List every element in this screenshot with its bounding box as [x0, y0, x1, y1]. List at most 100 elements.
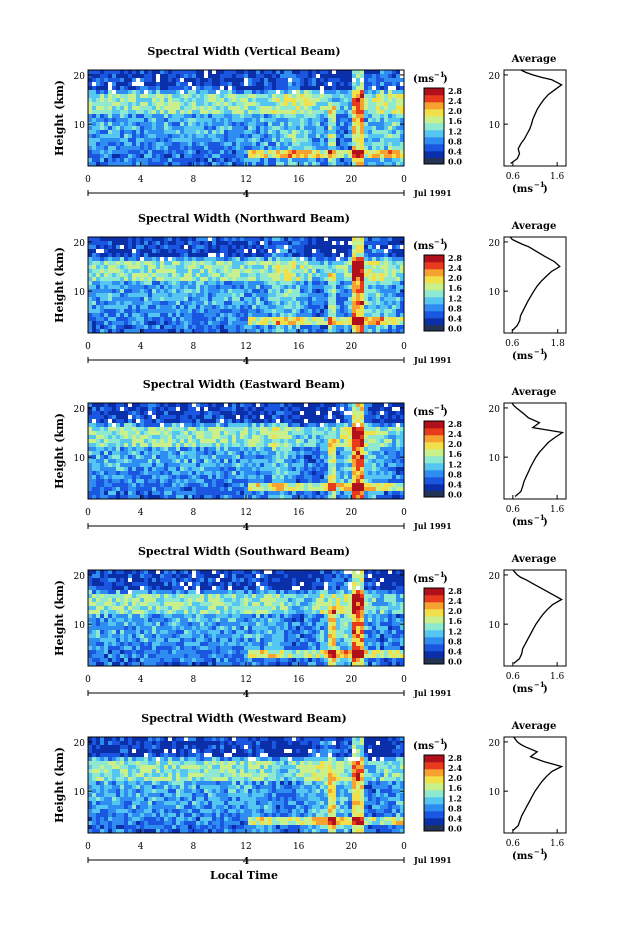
heatmap-cell — [348, 158, 353, 163]
heatmap-cell — [92, 70, 97, 75]
heatmap-cell — [340, 130, 345, 135]
heatmap-cell — [152, 435, 157, 440]
heatmap-cell — [104, 415, 109, 420]
heatmap-cell — [396, 162, 401, 167]
heatmap-cell — [240, 82, 245, 87]
heatmap-cell — [344, 245, 349, 250]
heatmap-cell — [288, 309, 293, 314]
heatmap-cell — [372, 451, 377, 456]
heatmap-cell — [328, 431, 333, 436]
heatmap-cell — [392, 86, 397, 91]
heatmap-cell — [144, 265, 149, 270]
heatmap-cell — [344, 162, 349, 167]
heatmap-cell — [388, 309, 393, 314]
heatmap-cell — [396, 273, 401, 278]
heatmap-cell — [364, 134, 369, 139]
heatmap-cell — [308, 118, 313, 123]
heatmap-cell — [172, 98, 177, 103]
heatmap-cell — [308, 411, 313, 416]
heatmap-cell — [340, 150, 345, 155]
heatmap-cell — [148, 269, 153, 274]
heatmap-cell — [360, 261, 365, 266]
heatmap-cell — [156, 138, 161, 143]
heatmap-cell — [204, 313, 209, 318]
heatmap-cell — [320, 253, 325, 258]
colorbar-tick-label: 1.6 — [448, 116, 462, 126]
heatmap-cell — [152, 285, 157, 290]
heatmap-cell — [236, 285, 241, 290]
heatmap-cell — [124, 301, 129, 306]
heatmap-cell — [308, 122, 313, 127]
heatmap-cell — [108, 317, 113, 322]
heatmap-cell — [308, 423, 313, 428]
heatmap-cell — [148, 285, 153, 290]
heatmap-cell — [316, 317, 321, 322]
heatmap-cell — [252, 82, 257, 87]
heatmap-cell — [96, 134, 101, 139]
heatmap-cell — [116, 249, 121, 254]
heatmap-cell — [312, 150, 317, 155]
heatmap-cell — [220, 86, 225, 91]
heatmap-cell — [356, 237, 361, 242]
heatmap-cell — [88, 241, 93, 246]
heatmap-cell — [208, 126, 213, 131]
heatmap-cell — [356, 74, 361, 79]
heatmap-cell — [216, 285, 221, 290]
heatmap-cell — [352, 411, 357, 416]
heatmap-cell — [364, 277, 369, 282]
heatmap-cell — [120, 313, 125, 318]
heatmap-cell — [184, 325, 189, 330]
heatmap-cell — [380, 126, 385, 131]
heatmap-cell — [268, 439, 273, 444]
heatmap-cell — [148, 154, 153, 159]
heatmap-cell — [192, 301, 197, 306]
heatmap-cell — [116, 427, 121, 432]
heatmap-cell — [352, 403, 357, 408]
heatmap-cell — [112, 122, 117, 127]
heatmap-cell — [172, 419, 177, 424]
heatmap-cell — [360, 82, 365, 87]
heatmap-cell — [204, 411, 209, 416]
heatmap-cell — [300, 122, 305, 127]
heatmap-cell — [368, 86, 373, 91]
heatmap-cell — [144, 241, 149, 246]
heatmap-cell — [284, 427, 289, 432]
heatmap-cell — [108, 269, 113, 274]
heatmap-cell — [356, 94, 361, 99]
heatmap-cell — [128, 90, 133, 95]
heatmap-cell — [376, 94, 381, 99]
heatmap-cell — [232, 277, 237, 282]
heatmap-cell — [316, 329, 321, 334]
heatmap-cell — [108, 74, 113, 79]
heatmap-cell — [136, 301, 141, 306]
heatmap-cell — [228, 321, 233, 326]
heatmap-cell — [168, 106, 173, 111]
heatmap-cell — [232, 78, 237, 83]
heatmap-cell — [148, 289, 153, 294]
heatmap-cell — [360, 122, 365, 127]
heatmap-cell — [388, 78, 393, 83]
heatmap-cell — [312, 273, 317, 278]
heatmap-cell — [332, 415, 337, 420]
heatmap-cell — [324, 435, 329, 440]
heatmap-cell — [360, 241, 365, 246]
y-tick-label: 10 — [74, 288, 86, 298]
heatmap-cell — [160, 411, 165, 416]
heatmap-cell — [240, 94, 245, 99]
heatmap-cell — [92, 94, 97, 99]
heatmap-cell — [220, 415, 225, 420]
heatmap-cell — [148, 411, 153, 416]
heatmap-cell — [208, 257, 213, 262]
heatmap-cell — [356, 249, 361, 254]
heatmap-cell — [348, 106, 353, 111]
heatmap-cell — [140, 114, 145, 119]
heatmap-cell — [364, 443, 369, 448]
heatmap-cell — [192, 118, 197, 123]
heatmap-cell — [256, 253, 261, 258]
heatmap-cell — [260, 411, 265, 416]
heatmap-cell — [132, 325, 137, 330]
heatmap-cell — [140, 451, 145, 456]
heatmap-cell — [364, 98, 369, 103]
heatmap-cell — [104, 285, 109, 290]
heatmap-cell — [384, 281, 389, 286]
